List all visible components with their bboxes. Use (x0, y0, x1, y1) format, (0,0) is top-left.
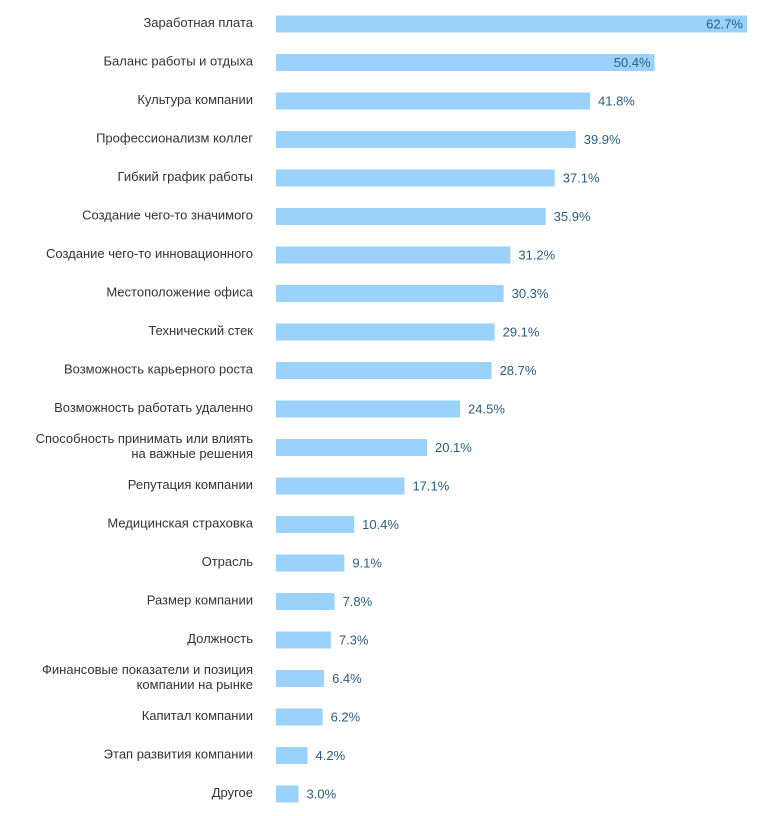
category-label: Баланс работы и отдыха (104, 54, 254, 69)
value-label: 29.1% (503, 324, 540, 339)
category-label-line: Создание чего-то значимого (82, 208, 253, 223)
value-label: 41.8% (598, 93, 635, 108)
category-label: Технический стек (148, 323, 253, 338)
category-label-line: на важные решения (131, 446, 253, 461)
bar (276, 477, 405, 495)
bar (276, 285, 504, 302)
value-label: 3.0% (307, 786, 337, 801)
value-label: 31.2% (518, 247, 555, 262)
category-label: Профессионализм коллег (96, 131, 253, 146)
bar (276, 554, 345, 572)
category-label-line: Баланс работы и отдыха (104, 54, 254, 69)
category-label: Создание чего-то инновационного (46, 246, 253, 261)
category-label: Гибкий график работы (118, 169, 253, 184)
category-label: Этап развития компании (104, 747, 253, 762)
category-label: Возможность карьерного роста (64, 362, 254, 377)
bar (276, 400, 461, 418)
value-label: 24.5% (468, 401, 505, 416)
category-label-line: Капитал компании (142, 708, 253, 723)
value-label: 7.3% (339, 632, 369, 647)
value-label: 6.4% (332, 671, 362, 686)
category-label: Должность (187, 631, 253, 646)
bar (276, 246, 511, 264)
value-label: 7.8% (343, 594, 373, 609)
bar (276, 785, 299, 803)
value-label: 30.3% (512, 286, 549, 301)
category-label-line: Способность принимать или влиять (36, 431, 254, 446)
bar (276, 708, 323, 726)
category-label: Отрасль (202, 554, 254, 569)
bar (276, 131, 576, 148)
category-label-line: Другое (212, 785, 253, 800)
category-label-line: Культура компании (137, 92, 253, 107)
category-label: Заработная плата (143, 15, 253, 30)
bar (276, 747, 308, 764)
category-label-line: Отрасль (202, 554, 254, 569)
bar (276, 516, 355, 533)
category-label-line: Медицинская страховка (107, 516, 253, 531)
category-label: Возможность работать удаленно (54, 400, 253, 415)
value-label: 6.2% (331, 709, 361, 724)
bar (276, 92, 590, 110)
category-label: Финансовые показатели и позиция компании … (42, 662, 253, 692)
category-label: Культура компании (137, 92, 253, 107)
category-label-line: Должность (187, 631, 253, 646)
value-label: 17.1% (412, 478, 449, 493)
value-label: 28.7% (500, 363, 537, 378)
category-label: Местоположение офиса (106, 285, 253, 300)
bar (276, 54, 655, 71)
bar (276, 362, 492, 379)
category-label-line: Размер компании (147, 593, 253, 608)
value-label: 39.9% (584, 132, 621, 147)
category-label: Способность принимать или влиять на важны… (36, 431, 254, 461)
category-label-line: Гибкий график работы (118, 169, 253, 184)
value-label: 50.4% (614, 55, 651, 70)
value-label: 10.4% (362, 517, 399, 532)
bar (276, 593, 335, 610)
bar (276, 439, 427, 456)
bar (276, 169, 555, 187)
bar (276, 323, 495, 341)
bar (276, 631, 331, 649)
category-label: Другое (212, 785, 253, 800)
bar (276, 208, 546, 225)
category-label-line: Репутация компании (128, 477, 253, 492)
value-label: 4.2% (316, 748, 346, 763)
category-label-line: Создание чего-то инновационного (46, 246, 253, 261)
value-label: 37.1% (563, 170, 600, 185)
category-label-line: Возможность карьерного роста (64, 362, 254, 377)
category-label-line: Возможность работать удаленно (54, 400, 253, 415)
value-label: 9.1% (352, 555, 382, 570)
category-label-line: Профессионализм коллег (96, 131, 253, 146)
category-label: Репутация компании (128, 477, 253, 492)
category-label-line: Этап развития компании (104, 747, 253, 762)
category-label-line: Заработная плата (143, 15, 253, 30)
category-label: Создание чего-то значимого (82, 208, 253, 223)
category-label-line: компании на рынке (137, 677, 253, 692)
category-label-line: Технический стек (148, 323, 253, 338)
bar (276, 670, 325, 687)
value-label: 20.1% (435, 440, 472, 455)
value-label: 62.7% (706, 16, 743, 31)
bar (276, 15, 747, 33)
value-label: 35.9% (554, 209, 591, 224)
category-label-line: Местоположение офиса (106, 285, 253, 300)
category-label: Медицинская страховка (107, 516, 253, 531)
category-label: Размер компании (147, 593, 253, 608)
category-label: Капитал компании (142, 708, 253, 723)
category-label-line: Финансовые показатели и позиция (42, 662, 253, 677)
